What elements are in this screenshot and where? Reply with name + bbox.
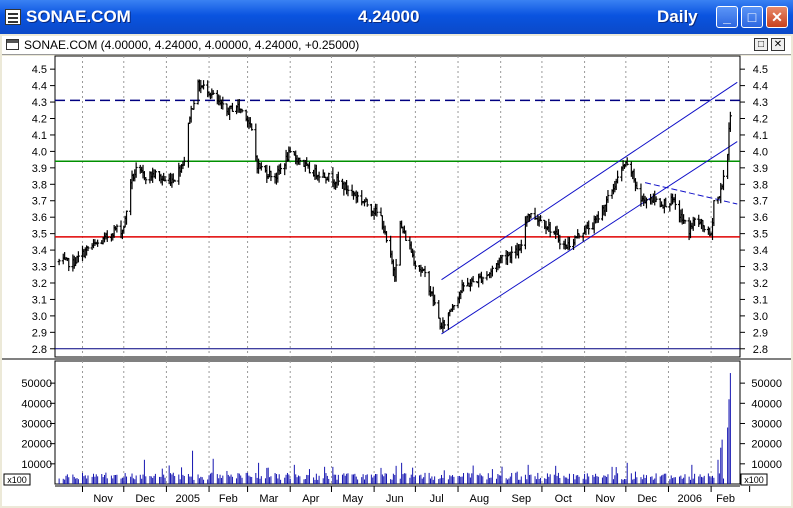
volume-unit-box [740, 473, 768, 486]
volume-unit-box [3, 473, 31, 486]
volume-tick-label-right: 10000 [751, 459, 782, 471]
y-tick-label-right: 2.8 [753, 344, 768, 356]
chart-close-button[interactable]: ✕ [771, 38, 785, 51]
volume-tick-label-left: 10000 [21, 459, 52, 471]
x-tick-label: Oct [555, 493, 572, 505]
y-tick-label-left: 3.8 [32, 179, 47, 191]
channel-lower-line [441, 141, 738, 335]
chart-header-quote: SONAE.COM (4.00000, 4.24000, 4.00000, 4.… [24, 38, 360, 52]
x-tick-label: Dec [135, 493, 155, 505]
volume-tick-label-right: 50000 [751, 378, 782, 390]
y-tick-label-right: 3.9 [753, 163, 768, 175]
y-tick-label-right: 3.1 [753, 294, 768, 306]
y-tick-label-left: 3.2 [32, 278, 47, 290]
x-tick-label: Sep [512, 493, 532, 505]
chart-maximize-button[interactable]: □ [754, 38, 768, 51]
channel-upper-line [441, 81, 738, 281]
y-tick-label-right: 3.4 [753, 245, 768, 257]
volume-tick-label-left: 40000 [21, 398, 52, 410]
x-tick-label: Feb [716, 493, 735, 505]
y-tick-label-left: 3.7 [32, 196, 47, 208]
y-tick-label-left: 2.8 [32, 344, 47, 356]
volume-tick-label-left: 30000 [21, 418, 52, 430]
y-tick-label-left: 3.3 [32, 262, 47, 274]
y-tick-label-left: 4.1 [32, 130, 47, 142]
y-tick-label-left: 4.2 [32, 114, 47, 126]
x-tick-label: 2005 [175, 493, 199, 505]
y-tick-label-right: 4.5 [753, 64, 768, 76]
y-tick-label-right: 3.5 [753, 229, 768, 241]
x-tick-label: Dec [637, 493, 657, 505]
volume-unit-label: x100 [744, 475, 764, 485]
y-tick-label-right: 3.0 [753, 311, 768, 323]
y-tick-label-right: 3.2 [753, 278, 768, 290]
y-tick-label-right: 3.8 [753, 179, 768, 191]
y-tick-label-right: 4.1 [753, 130, 768, 142]
volume-unit-label: x100 [7, 475, 27, 485]
volume-tick-label-right: 20000 [751, 439, 782, 451]
y-tick-label-left: 2.9 [32, 327, 47, 339]
window-title: SONAE.COM [26, 7, 131, 26]
price-panel-frame [54, 55, 741, 358]
x-tick-label: Nov [595, 493, 615, 505]
y-tick-label-right: 4.2 [753, 114, 768, 126]
y-tick-label-right: 3.3 [753, 262, 768, 274]
minimize-button[interactable]: _ [716, 6, 738, 28]
volume-tick-label-left: 50000 [21, 378, 52, 390]
volume-tick-label-left: 20000 [21, 439, 52, 451]
x-tick-label: Jul [430, 493, 444, 505]
x-tick-label: Aug [470, 493, 490, 505]
y-tick-label-left: 3.5 [32, 229, 47, 241]
last-price: 4.24000 [358, 7, 420, 26]
y-tick-label-left: 4.3 [32, 97, 47, 109]
y-tick-label-left: 3.6 [32, 212, 47, 224]
y-tick-label-left: 3.9 [32, 163, 47, 175]
window-title-bar: SONAE.COM 4.24000 Daily _ □ ✕ [0, 0, 793, 34]
y-tick-label-left: 3.1 [32, 294, 47, 306]
x-tick-label: Jun [386, 493, 404, 505]
chart-header-bar: SONAE.COM (4.00000, 4.24000, 4.00000, 4.… [2, 36, 791, 55]
x-tick-label: Feb [219, 493, 238, 505]
x-tick-label: Nov [93, 493, 113, 505]
y-tick-label-right: 3.7 [753, 196, 768, 208]
x-tick-label: Apr [302, 493, 319, 505]
chart-window-icon[interactable] [6, 39, 19, 50]
x-tick-label: 2006 [678, 493, 702, 505]
volume-tick-label-right: 30000 [751, 418, 782, 430]
y-tick-label-left: 4.4 [32, 81, 47, 93]
y-tick-label-left: 3.4 [32, 245, 47, 257]
x-tick-label: Mar [259, 493, 278, 505]
y-tick-label-left: 3.0 [32, 311, 47, 323]
volume-bars [58, 373, 731, 484]
app-chart-icon[interactable] [5, 9, 21, 25]
close-button[interactable]: ✕ [766, 6, 788, 28]
volume-panel-frame [54, 360, 741, 485]
volume-tick-label-right: 40000 [751, 398, 782, 410]
maximize-button[interactable]: □ [741, 6, 763, 28]
y-tick-label-right: 4.4 [753, 81, 768, 93]
y-tick-label-right: 2.9 [753, 327, 768, 339]
y-tick-label-left: 4.0 [32, 146, 47, 158]
down-trend-line [644, 182, 738, 205]
price-bars [57, 79, 732, 333]
period-label: Daily [657, 7, 698, 26]
y-tick-label-right: 3.6 [753, 212, 768, 224]
y-tick-label-right: 4.0 [753, 146, 768, 158]
y-tick-label-left: 4.5 [32, 64, 47, 76]
y-tick-label-right: 4.3 [753, 97, 768, 109]
x-tick-label: May [342, 493, 363, 505]
